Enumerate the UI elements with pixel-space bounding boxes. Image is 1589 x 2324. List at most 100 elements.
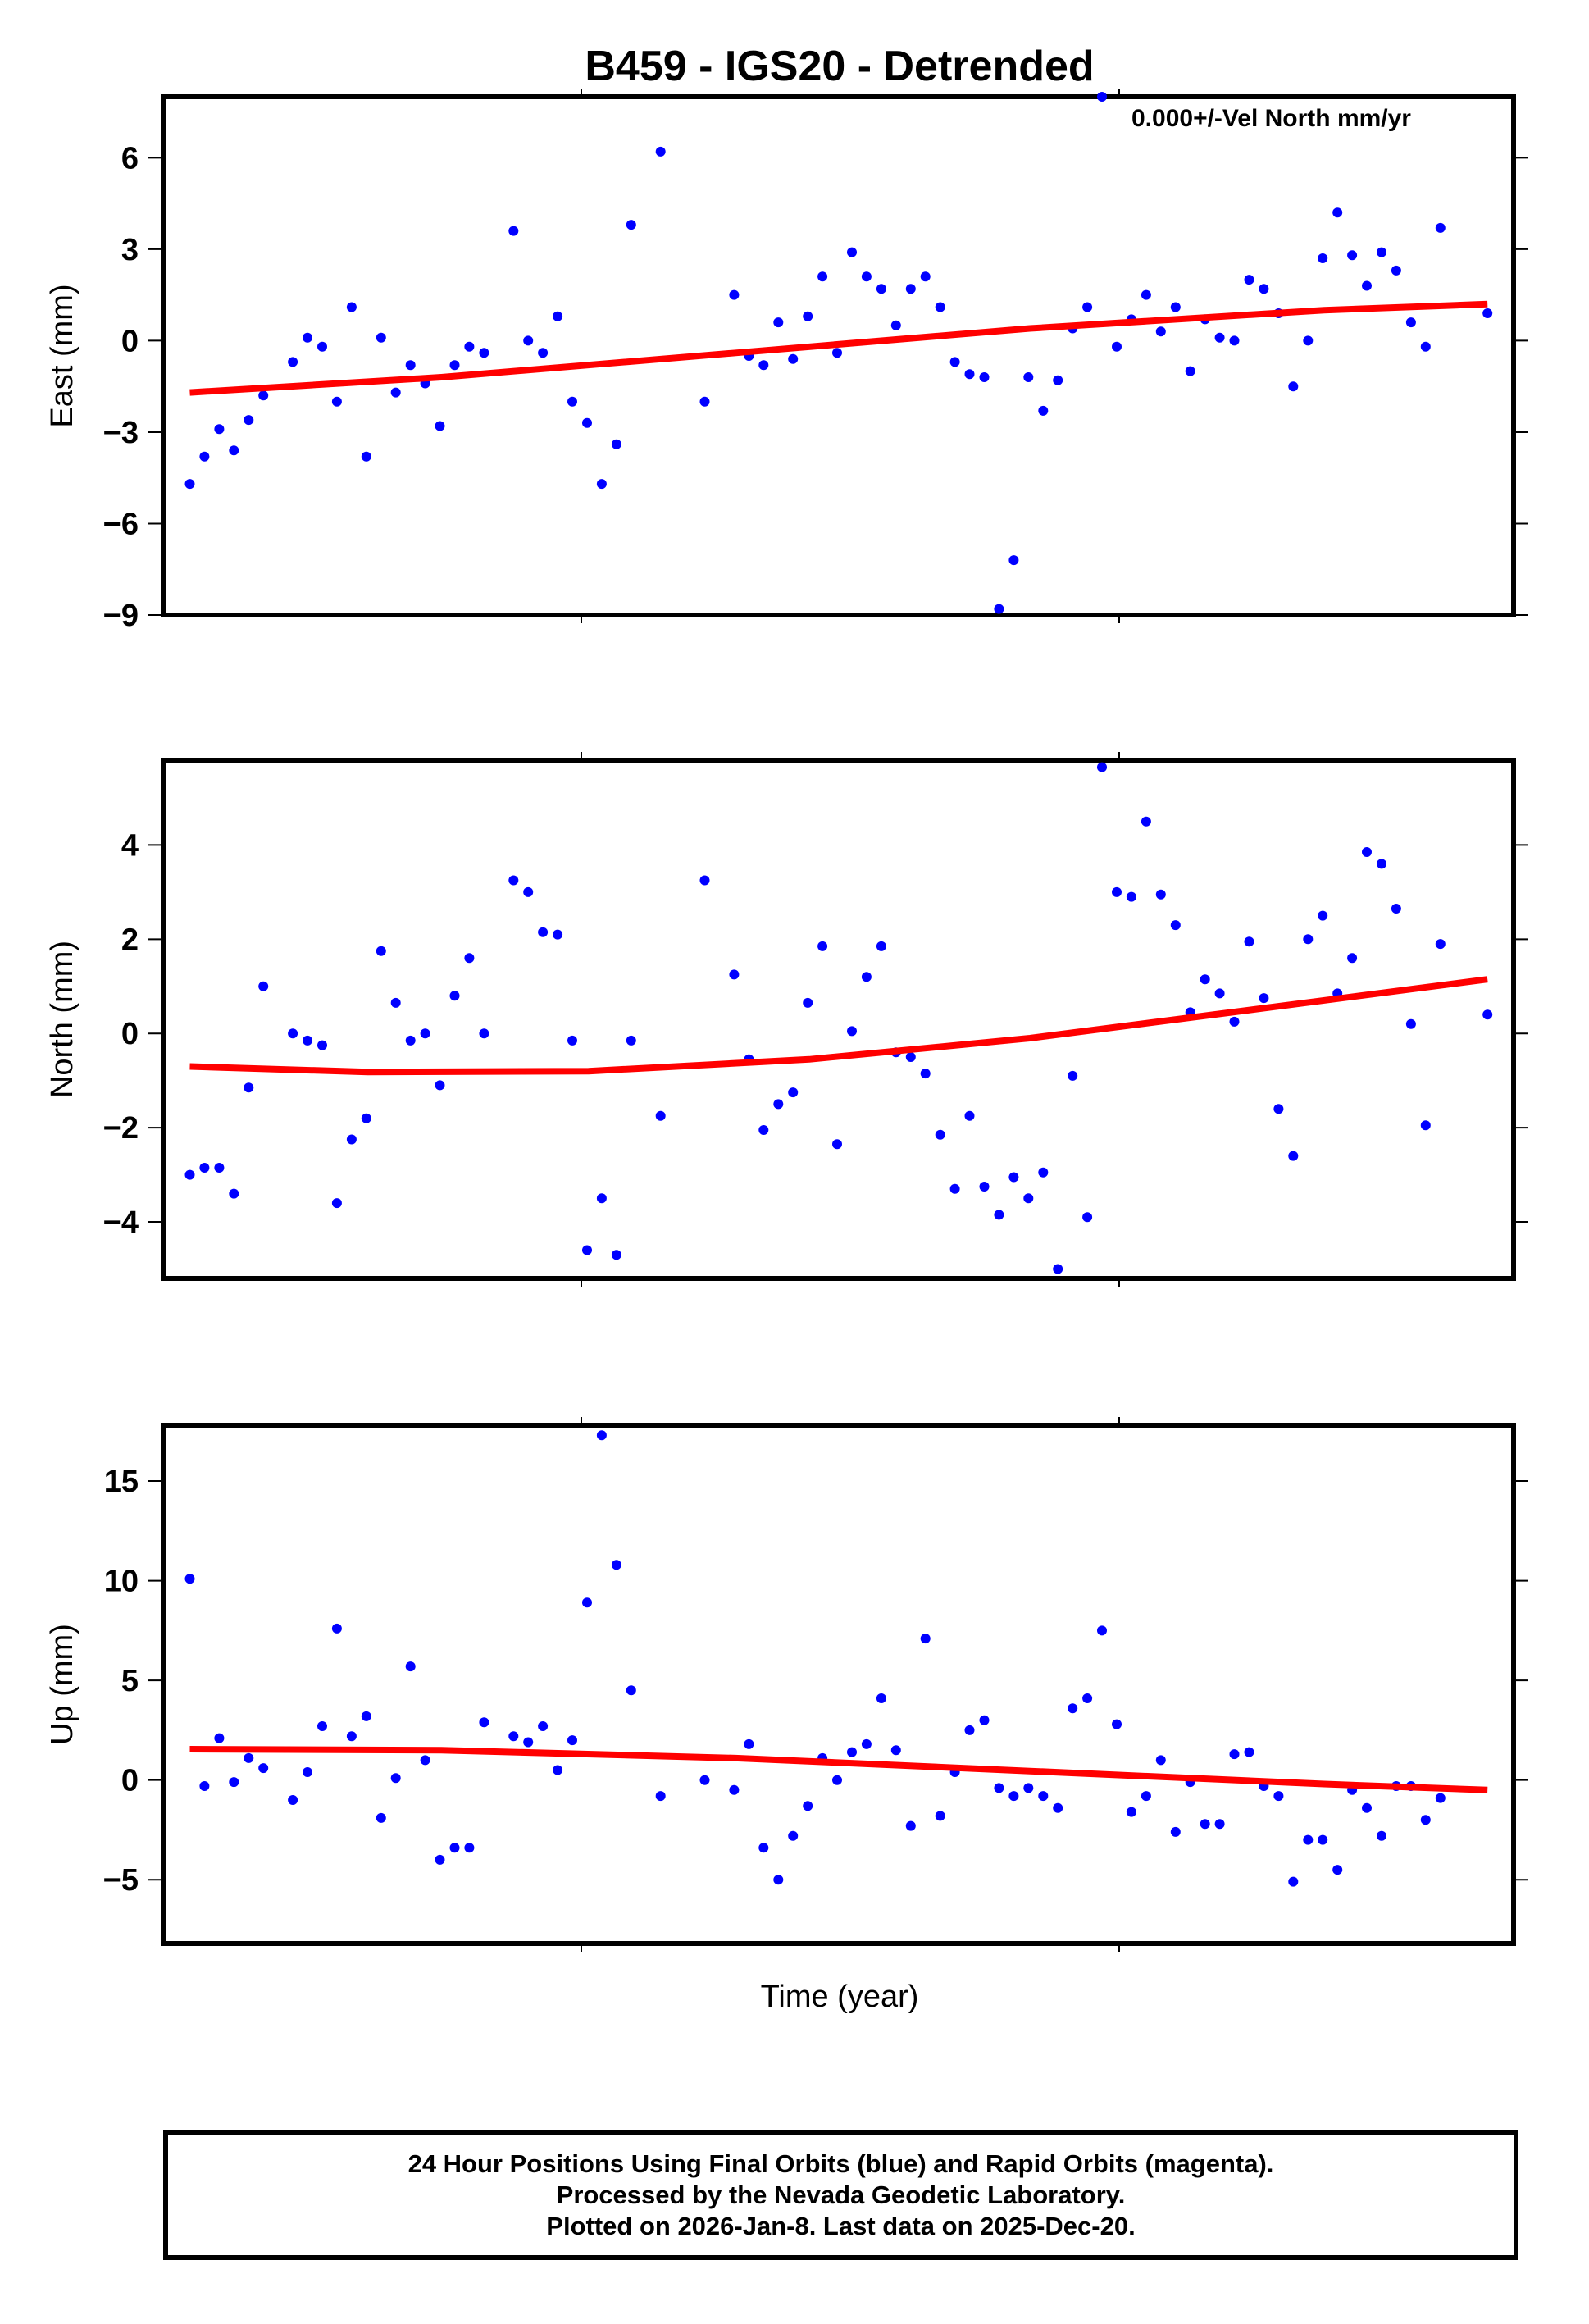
data-point (1405, 1018, 1416, 1029)
data-point (1244, 936, 1254, 947)
data-point (244, 1752, 254, 1763)
data-point (979, 1715, 990, 1725)
data-point (582, 1597, 592, 1608)
data-point (803, 1801, 813, 1811)
data-point (744, 1738, 754, 1749)
data-point (1155, 1755, 1166, 1766)
data-point (949, 1183, 960, 1194)
data-point (626, 1685, 636, 1696)
data-point (1112, 341, 1122, 352)
data-point (317, 1040, 327, 1050)
data-point (1362, 847, 1372, 857)
data-point (699, 396, 710, 407)
y-tick-label: 6 (121, 141, 139, 175)
data-point (1347, 250, 1358, 261)
data-point (553, 311, 563, 321)
data-point (803, 997, 813, 1008)
data-point (1318, 253, 1328, 263)
data-point (390, 1773, 401, 1784)
data-point (1170, 302, 1181, 312)
data-point (1347, 953, 1358, 964)
data-point (435, 1080, 445, 1091)
data-point (1377, 247, 1386, 257)
y-tick-label: 0 (121, 1017, 139, 1051)
data-point (508, 875, 519, 886)
velocity-annotation: 0.000+/-Vel North mm/yr (1131, 105, 1411, 132)
data-point (1008, 1172, 1019, 1183)
data-point (582, 417, 592, 428)
data-point (817, 941, 828, 951)
data-point (317, 1721, 327, 1731)
data-point (1435, 222, 1446, 233)
data-point (1082, 1693, 1093, 1703)
data-point (655, 1110, 666, 1121)
data-point (729, 1784, 740, 1795)
data-point (1112, 886, 1122, 897)
data-point (1082, 302, 1093, 312)
data-point (523, 1737, 534, 1748)
trend-fit-line (189, 976, 1488, 1076)
data-point (832, 1139, 842, 1150)
data-point (317, 341, 327, 352)
data-point (890, 1745, 901, 1756)
data-point (1023, 1193, 1034, 1204)
data-point (303, 332, 312, 343)
data-point (1362, 1802, 1372, 1813)
data-point (567, 396, 577, 407)
data-point (331, 396, 342, 407)
data-point (479, 1028, 489, 1039)
data-point (1303, 335, 1314, 346)
data-point (1377, 859, 1386, 869)
data-point (1391, 904, 1401, 914)
data-point (464, 1843, 475, 1853)
data-point (1435, 1793, 1446, 1803)
data-point (861, 972, 872, 982)
trend-fit-line (189, 1746, 1488, 1793)
data-point (1082, 1212, 1093, 1223)
data-point (964, 1110, 975, 1121)
data-point (994, 604, 1004, 614)
data-point (1244, 1747, 1254, 1757)
data-point (258, 390, 269, 401)
y-tick-label: 3 (121, 233, 139, 267)
y-tick-label: 0 (121, 1764, 139, 1798)
data-point (817, 271, 828, 282)
data-point (435, 421, 445, 431)
data-point (361, 1113, 371, 1123)
data-point (1053, 1264, 1063, 1274)
data-point (199, 1163, 210, 1173)
data-point (1420, 1120, 1431, 1131)
data-point (1141, 289, 1151, 300)
data-point (861, 271, 872, 282)
data-point (523, 335, 534, 346)
data-point (184, 479, 195, 490)
data-point (1112, 1719, 1122, 1729)
data-point (1170, 1826, 1181, 1837)
data-point (729, 969, 740, 980)
data-point (611, 1250, 621, 1260)
data-point (773, 317, 784, 328)
y-tick-label: 5 (121, 1664, 139, 1698)
data-point (523, 886, 534, 897)
data-point (346, 302, 357, 312)
data-point (1318, 1834, 1328, 1845)
y-tick-label: −6 (103, 507, 139, 541)
data-point (553, 1765, 563, 1775)
data-point (832, 1775, 842, 1785)
y-tick-label: −9 (103, 599, 139, 633)
data-point (1200, 1819, 1210, 1830)
data-point (303, 1767, 312, 1777)
east-panel: 6 3 0 −3 −6 −9 East (mm) (45, 89, 1528, 633)
data-point (1391, 265, 1401, 276)
data-point (376, 946, 386, 956)
footer-line-processed: Processed by the Nevada Geodetic Laborat… (556, 2180, 1126, 2209)
data-point (1229, 1016, 1240, 1027)
y-axis-label: North (mm) (45, 941, 80, 1098)
data-point (229, 1777, 239, 1788)
data-point (1170, 920, 1181, 931)
y-tick-label: 0 (121, 324, 139, 358)
y-tick-label: −4 (103, 1205, 139, 1240)
data-point (876, 941, 886, 951)
y-tick-label: 2 (121, 923, 139, 957)
data-point (994, 1783, 1004, 1793)
